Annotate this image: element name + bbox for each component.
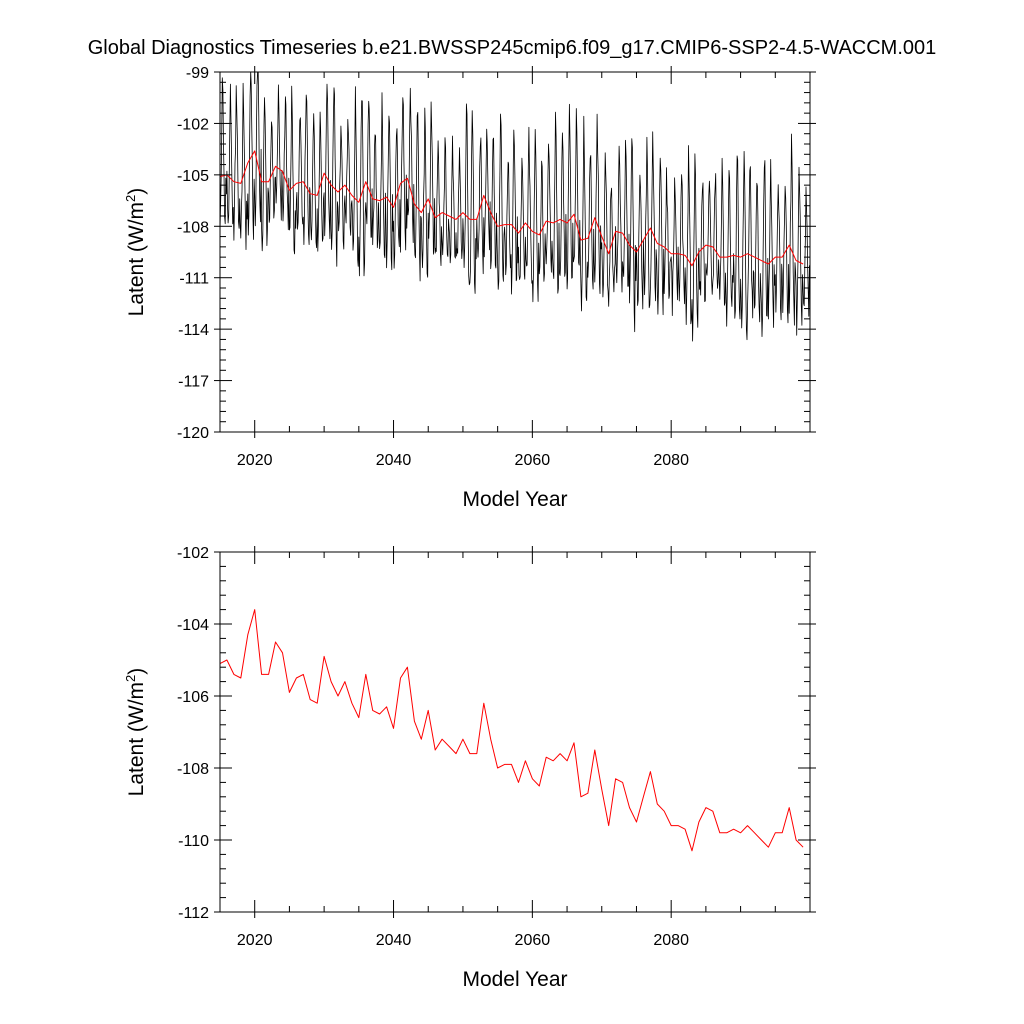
y-axis-title-suffix: ): [125, 188, 148, 195]
x-tick-labels: 2020 2040 2060 2080: [237, 452, 689, 469]
y-tick-label: -108: [177, 761, 209, 778]
plot-frame: [219, 551, 811, 913]
y-tick-label: -112: [178, 905, 209, 922]
y-tick-label: -99: [186, 65, 209, 82]
y-tick-label: -102: [177, 116, 209, 133]
y-tick-label: -110: [178, 833, 209, 850]
x-tick-label: 2040: [376, 452, 412, 469]
y-tick-labels: -99 -102 -105 -108 -111 -114 -117 -120: [177, 65, 209, 442]
x-axis-title: Model Year: [462, 968, 567, 991]
y-tick-label: -120: [177, 425, 209, 442]
chart-panel-monthly-annual: -99 -102 -105 -108 -111 -114 -117 -120 2020 2040…: [123, 65, 816, 511]
y-tick-label: -117: [178, 374, 209, 391]
y-tick-label: -105: [177, 168, 209, 185]
x-tick-label: 2020: [237, 932, 273, 949]
x-tick-label: 2040: [376, 932, 412, 949]
x-axis-title: Model Year: [462, 488, 567, 511]
y-tick-label: -108: [177, 219, 209, 236]
plot-frame: [219, 71, 811, 433]
y-axis-title-text: Latent (W/m: [125, 202, 148, 316]
x-tick-label: 2020: [237, 452, 273, 469]
y-axis-title-text: Latent (W/m: [125, 682, 148, 796]
y-tick-label: -102: [177, 545, 209, 562]
x-tick-label: 2080: [653, 452, 689, 469]
y-axis-title: Latent (W/m2): [123, 188, 148, 317]
y-tick-label: -106: [177, 689, 209, 706]
y-tick-label: -111: [179, 271, 209, 288]
series-line-annual: [219, 609, 804, 852]
axis-ticks: [214, 546, 816, 918]
y-axis-title-superscript: 2: [123, 195, 138, 202]
series-layer: [219, 609, 804, 852]
chart-panel-annual: -102 -104 -106 -108 -110 -112 2020 2040 2060 208…: [123, 545, 816, 991]
y-axis-title: Latent (W/m2): [123, 668, 148, 797]
x-tick-label: 2060: [515, 452, 551, 469]
y-tick-label: -114: [178, 322, 209, 339]
series-line-monthly: [219, 71, 810, 342]
x-tick-label: 2080: [653, 932, 689, 949]
series-layer: [219, 71, 810, 342]
y-axis-title-suffix: ): [125, 668, 148, 675]
figure-title: Global Diagnostics Timeseries b.e21.BWSS…: [88, 37, 937, 59]
x-tick-label: 2060: [515, 932, 551, 949]
y-tick-labels: -102 -104 -106 -108 -110 -112: [177, 545, 209, 922]
series-line-annual: [219, 150, 804, 267]
x-tick-labels: 2020 2040 2060 2080: [237, 932, 689, 949]
axis-ticks: [214, 66, 816, 438]
y-tick-label: -104: [177, 617, 209, 634]
y-axis-title-superscript: 2: [123, 675, 138, 682]
